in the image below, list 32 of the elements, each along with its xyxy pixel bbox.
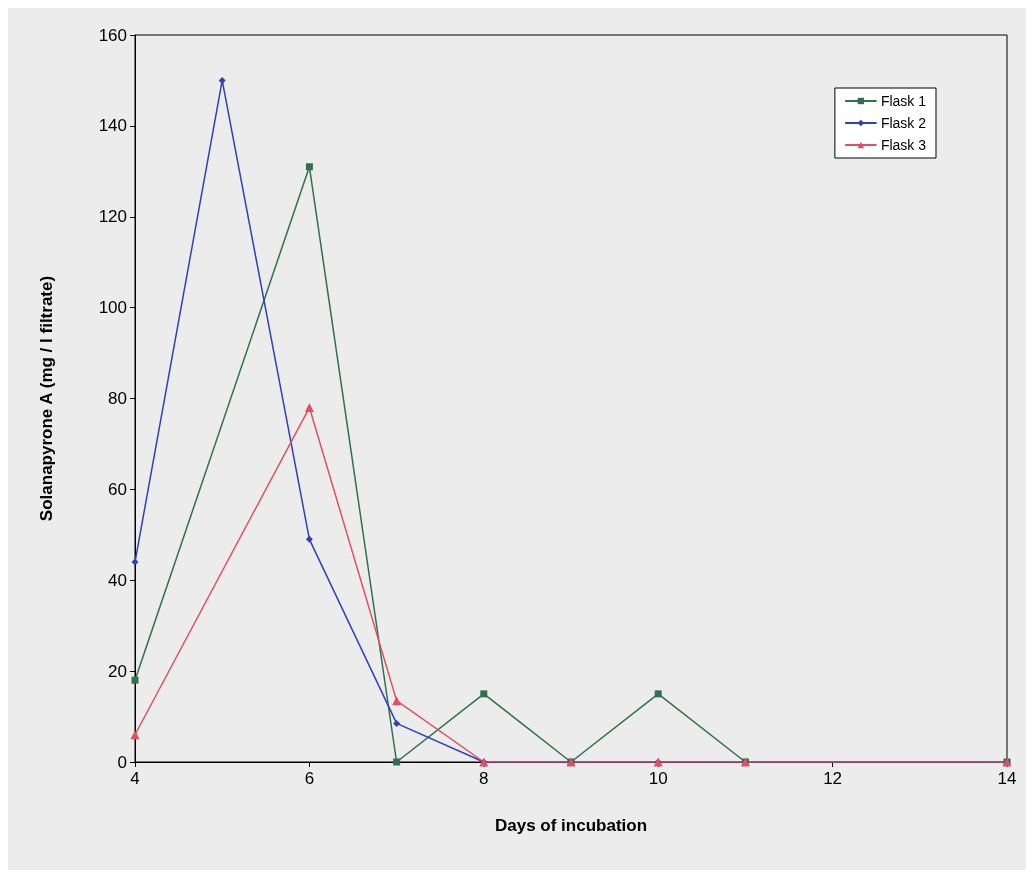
legend-label: Flask 3 [880, 137, 927, 153]
x-tick-label: 10 [648, 769, 668, 788]
point [304, 403, 314, 413]
x-axis-title: Days of incubation [494, 816, 648, 835]
x-tick-label: 14 [997, 769, 1017, 788]
y-axis-title: Solanapyrone A (mg / l filtrate) [37, 275, 56, 522]
y-tick-label: 0 [117, 752, 127, 772]
x-tick-label: 6 [304, 769, 315, 788]
point [131, 676, 139, 684]
point [305, 535, 313, 543]
point [480, 690, 488, 698]
y-tick-label: 160 [98, 25, 127, 45]
x-tick-label: 12 [823, 769, 843, 788]
y-tick-label: 40 [108, 570, 127, 590]
legend-label: Flask 2 [880, 115, 927, 131]
point [392, 696, 402, 706]
point [218, 76, 226, 84]
x-tick-label: 8 [479, 769, 489, 788]
x-tick-label: 4 [130, 769, 140, 788]
y-tick-label: 140 [98, 116, 127, 136]
y-tick-label: 60 [108, 479, 127, 499]
y-tick-label: 120 [98, 207, 127, 227]
point [130, 730, 140, 740]
legend-label: Flask 1 [880, 93, 927, 109]
point [393, 719, 401, 727]
point [131, 558, 139, 566]
point [305, 163, 313, 171]
y-tick-label: 80 [108, 389, 127, 408]
point [393, 758, 401, 766]
y-tick-label: 100 [98, 298, 127, 318]
point [654, 690, 662, 698]
y-tick-label: 20 [108, 661, 127, 681]
